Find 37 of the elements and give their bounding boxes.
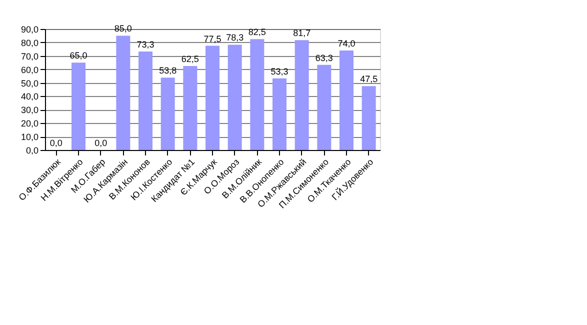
data-label: 53,3 (270, 66, 288, 76)
bar (340, 50, 354, 150)
data-label: 78,3 (226, 32, 244, 43)
y-tick-label: 30,0 (20, 105, 38, 116)
data-label: 0,0 (50, 138, 62, 148)
bar (206, 46, 220, 150)
data-label: 47,5 (360, 74, 378, 84)
bar (116, 36, 130, 150)
y-tick-label: 0,0 (26, 146, 38, 156)
data-label: 77,5 (204, 34, 222, 44)
y-tick-label: 20,0 (20, 118, 38, 129)
bar (294, 40, 309, 150)
data-label: 63,3 (315, 52, 333, 63)
data-label: 81,7 (293, 28, 311, 38)
bar (72, 62, 86, 150)
y-tick-label: 10,0 (20, 132, 38, 142)
y-tick-label: 40,0 (20, 92, 38, 102)
data-label: 65,0 (70, 50, 88, 61)
bar (250, 39, 264, 150)
data-label: 74,0 (338, 38, 356, 49)
y-tick-label: 70,0 (20, 51, 38, 62)
y-tick-label: 50,0 (20, 78, 38, 88)
y-tick-label: 60,0 (20, 64, 38, 75)
y-tick-label: 80,0 (20, 38, 38, 48)
data-label: 62,5 (181, 54, 199, 64)
bar (183, 66, 198, 150)
bar (272, 78, 286, 150)
data-label: 0,0 (94, 138, 108, 148)
bar (317, 64, 332, 150)
bar (160, 78, 175, 150)
y-tick-label: 90,0 (20, 24, 38, 34)
bar (138, 51, 152, 150)
bar (362, 86, 376, 150)
data-label: 73,3 (136, 39, 154, 50)
data-label: 82,5 (248, 27, 266, 38)
bar (228, 44, 242, 150)
data-label: 53,8 (159, 66, 177, 76)
